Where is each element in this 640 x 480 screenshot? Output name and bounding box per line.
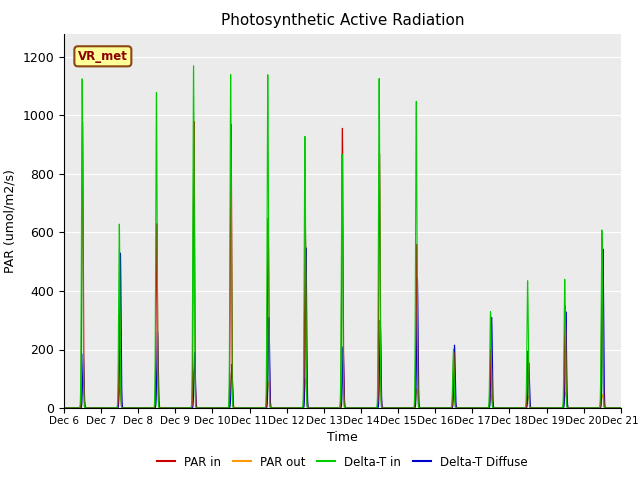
Delta-T in (523, 372, 531, 378)
Delta-T Diffuse (175, 405, 183, 411)
Y-axis label: PAR (umol/m2/s): PAR (umol/m2/s) (4, 169, 17, 273)
PAR out (537, 405, 545, 411)
PAR out (393, 405, 401, 411)
PAR in (175, 405, 183, 411)
PAR out (495, 405, 503, 411)
Line: PAR out: PAR out (64, 370, 621, 408)
Title: Photosynthetic Active Radiation: Photosynthetic Active Radiation (221, 13, 464, 28)
Delta-T in (617, 405, 625, 411)
Legend: PAR in, PAR out, Delta-T in, Delta-T Diffuse: PAR in, PAR out, Delta-T in, Delta-T Dif… (152, 451, 532, 473)
PAR in (617, 405, 625, 411)
Delta-T in (60, 405, 68, 411)
Delta-T in (175, 405, 183, 411)
PAR in (495, 405, 503, 411)
Delta-T in (364, 405, 371, 411)
PAR in (537, 405, 545, 411)
PAR out (60, 405, 68, 411)
PAR out (617, 405, 625, 411)
PAR in (393, 405, 401, 411)
Delta-T in (537, 405, 545, 411)
Delta-T in (495, 405, 503, 411)
Line: Delta-T Diffuse: Delta-T Diffuse (64, 248, 621, 408)
PAR out (364, 405, 371, 411)
Delta-T Diffuse (364, 405, 371, 411)
Delta-T in (393, 405, 401, 411)
Delta-T Diffuse (523, 405, 531, 411)
PAR out (191, 367, 198, 373)
PAR out (523, 403, 531, 408)
Delta-T in (189, 63, 197, 69)
Line: Delta-T in: Delta-T in (64, 66, 621, 408)
Delta-T Diffuse (537, 405, 545, 411)
PAR in (190, 119, 198, 124)
Line: PAR in: PAR in (64, 121, 621, 408)
PAR in (60, 405, 68, 411)
X-axis label: Time: Time (327, 431, 358, 444)
Text: VR_met: VR_met (78, 50, 128, 63)
Delta-T Diffuse (495, 405, 503, 411)
Delta-T Diffuse (60, 405, 68, 411)
Delta-T Diffuse (302, 245, 310, 251)
PAR out (175, 405, 183, 411)
PAR in (364, 405, 371, 411)
PAR in (523, 400, 531, 406)
Delta-T Diffuse (393, 405, 401, 411)
Delta-T Diffuse (617, 405, 625, 411)
